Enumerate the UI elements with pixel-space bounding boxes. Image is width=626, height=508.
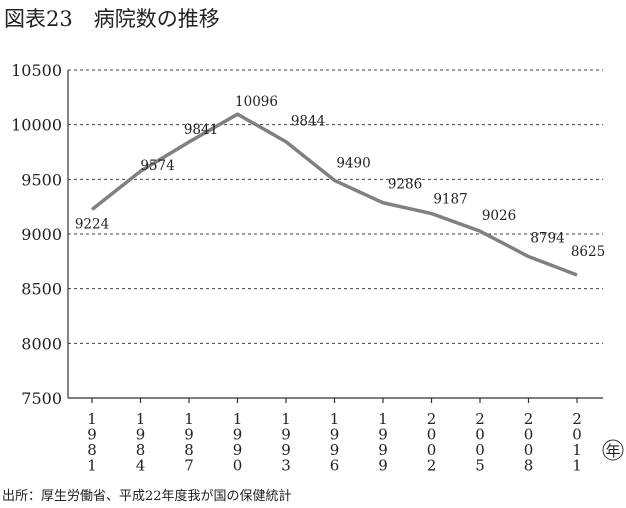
y-tick-label: 10000 — [11, 116, 62, 135]
y-tick-label: 7500 — [21, 389, 62, 408]
y-tick-label: 9000 — [21, 225, 62, 244]
data-labels: 9224 9574 9841 10096 9844 9490 9286 9187 9026 879… — [75, 94, 605, 260]
data-label: 9187 — [433, 192, 467, 208]
axes — [67, 70, 603, 399]
series-line — [90, 112, 578, 277]
data-label: 10096 — [235, 94, 278, 110]
x-axis-label: 年 — [605, 442, 620, 460]
x-axis-unit-circle — [602, 439, 624, 461]
y-tick-label: 10500 — [11, 61, 62, 80]
data-label: 8625 — [571, 244, 605, 260]
y-tick-labels: 7500 8000 8500 9000 9500 10000 10500 — [11, 61, 62, 408]
source-note: 出所：厚生労働省、平成22年度我が国の保健統計 — [2, 488, 292, 504]
y-tick-label: 9500 — [21, 170, 62, 189]
data-label: 9844 — [291, 114, 325, 130]
y-tick-label: 8500 — [21, 280, 62, 299]
data-label: 9224 — [75, 217, 109, 233]
data-label: 8794 — [530, 231, 564, 247]
grid-lines — [68, 69, 603, 344]
data-label: 9841 — [184, 122, 218, 138]
data-label: 9286 — [388, 177, 422, 193]
data-series — [90, 112, 578, 277]
chart-title: 図表23 病院数の推移 — [4, 7, 220, 31]
data-label: 9574 — [140, 158, 174, 174]
y-tick-label: 8000 — [21, 334, 62, 353]
data-label: 9490 — [336, 155, 370, 171]
x-axis-unit: 年 — [602, 439, 624, 461]
x-tick-labels: 1 9 8 1 1 9 8 4 1 9 8 7 1 9 9 0 1 9 9 3 1 9 9 6 1 9 9 9 2 0 0 2 2 0 0 5 2 0 0 8… — [87, 398, 582, 475]
data-label: 9026 — [482, 208, 516, 224]
